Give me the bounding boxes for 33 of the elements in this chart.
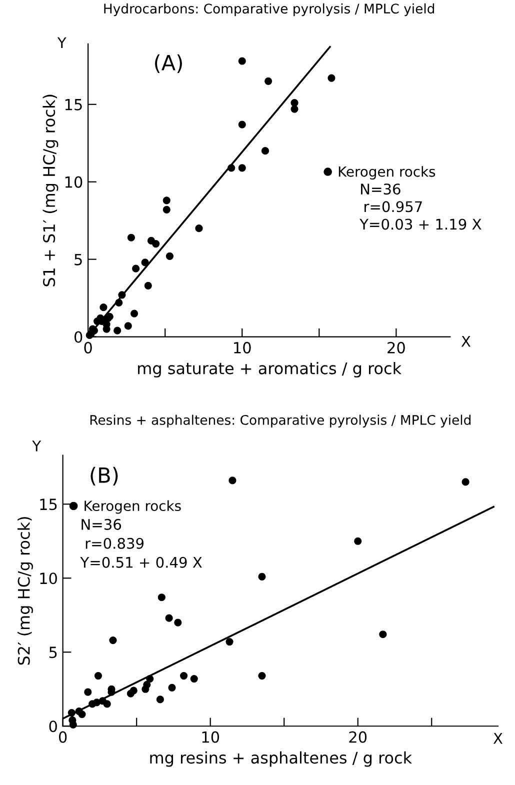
chart-title: Resins + asphaltenes: Comparative pyrolysis / MPLC yield	[90, 414, 470, 428]
annotation: (A)	[155, 54, 182, 73]
y-tick-label: 10	[40, 572, 57, 584]
annotation: (B)	[90, 466, 118, 486]
y-tick-label: 10	[65, 176, 82, 188]
y-tick-label: 5	[74, 254, 82, 266]
annotation: Y=0.51 + 0.49 X	[80, 556, 202, 568]
text: Y	[32, 440, 42, 452]
text: X	[493, 733, 503, 744]
legend-label: Kerogen rocks	[84, 500, 181, 514]
annotation: Y=0.03 + 1.19 X	[360, 218, 482, 230]
x-tick-label: 20	[388, 342, 405, 354]
x-tick-label: 0	[84, 342, 92, 354]
y-axis-title: S1 + S1′ (mg HC/g rock)	[42, 94, 58, 286]
y-tick-label: 15	[65, 99, 82, 110]
text: Y	[57, 37, 66, 48]
legend-label: Kerogen rocks	[338, 166, 436, 180]
annotation: N=36	[82, 518, 122, 530]
x-tick-label: 10	[202, 731, 220, 743]
y-tick-label: 5	[49, 646, 57, 658]
annotation: N=36	[361, 184, 400, 195]
annotation: r=0.957	[364, 201, 422, 212]
x-axis-title: mg saturate + aromatics / g rock	[138, 362, 402, 378]
annotation: r=0.839	[86, 538, 144, 549]
chart-title: Hydrocarbons: Comparative pyrolysis / MPLC yield	[104, 3, 434, 16]
x-tick-label: 20	[349, 731, 367, 743]
x-tick-label: 10	[234, 342, 251, 354]
y-tick-label: 0	[74, 331, 82, 343]
y-axis-title: S2′ (mg HC/g rock)	[18, 517, 33, 665]
y-tick-label: 0	[49, 720, 57, 732]
x-axis-title: mg resins + asphaltenes / g rock	[150, 751, 412, 767]
y-tick-label: 15	[40, 498, 57, 510]
text: X	[461, 336, 471, 347]
